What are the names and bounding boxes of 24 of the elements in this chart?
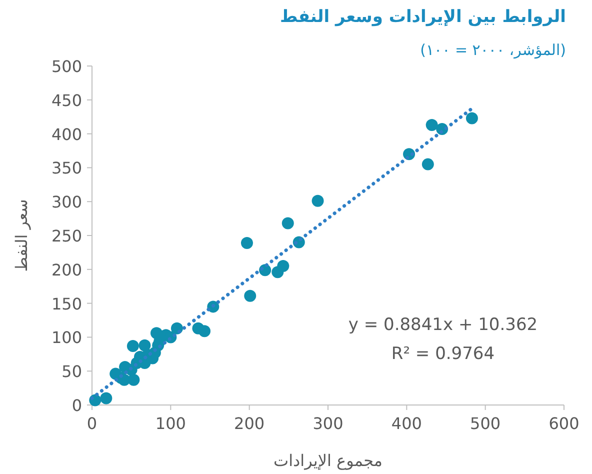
y-tick-label: 300 <box>51 192 82 212</box>
annotation: R² = 0.9764 <box>391 344 495 364</box>
x-tick-label: 100 <box>155 414 186 433</box>
y-tick-label: 100 <box>51 328 82 348</box>
x-tick-label: 0 <box>86 414 98 433</box>
y-tick-label: 50 <box>62 362 82 382</box>
x-tick-label: 500 <box>470 414 501 433</box>
y-tick-label: 150 <box>51 294 82 314</box>
y-tick-label: 200 <box>51 260 82 280</box>
y-tick-label: 350 <box>51 158 82 178</box>
y-tick-label: 450 <box>51 90 82 110</box>
chart-subtitle: (المؤشر، ٢٠٠٠ = ١٠٠) <box>420 41 566 59</box>
x-tick-label: 300 <box>312 414 344 433</box>
x-axis-title: مجموع الإيرادات <box>274 451 382 470</box>
y-axis-title: سعر النفط <box>12 199 31 272</box>
y-tick-label: 250 <box>51 226 82 246</box>
annotation: y = 0.8841x + 10.362 <box>348 315 538 335</box>
y-tick-label: 0 <box>72 396 82 415</box>
y-tick-label: 400 <box>51 124 82 144</box>
x-tick-label: 400 <box>391 414 422 433</box>
x-tick-label: 200 <box>234 414 265 433</box>
y-tick-label: 500 <box>51 57 82 76</box>
x-tick-label: 600 <box>548 414 580 433</box>
chart-title: الروابط بين الإيرادات وسعر النفط <box>280 7 566 27</box>
